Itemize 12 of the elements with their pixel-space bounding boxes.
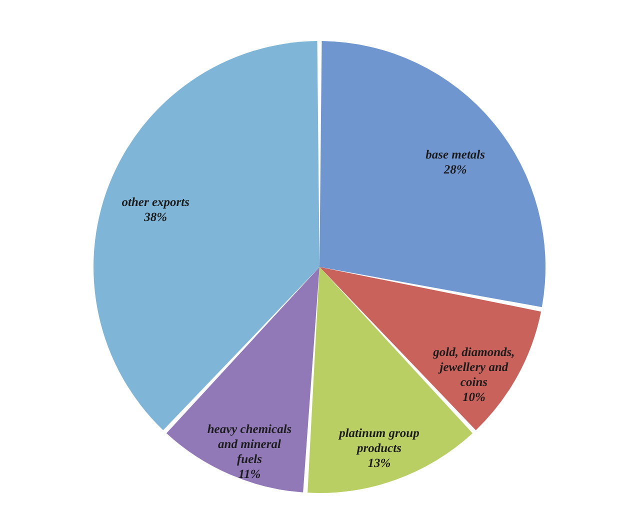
data-label: 10%: [462, 390, 486, 404]
slice-label: base metals: [426, 148, 486, 162]
data-label: 11%: [238, 466, 261, 481]
slice-label: platinum group products: [338, 426, 420, 455]
slice-label: heavy chemicals and mineral fuels: [207, 422, 292, 466]
pie-slice: [166, 267, 320, 492]
data-label: 38%: [143, 210, 168, 224]
data-label: 28%: [442, 162, 467, 177]
data-label: 13%: [368, 456, 391, 470]
pie-slice: [320, 41, 546, 308]
slice-label: other exports: [122, 195, 190, 210]
slice-label: gold, diamonds, jewellery and coins: [432, 344, 515, 389]
